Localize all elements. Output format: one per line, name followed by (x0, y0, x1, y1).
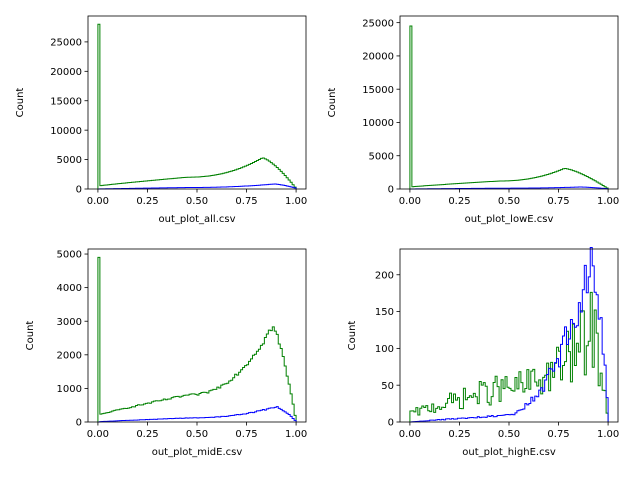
histogram-series-1 (97, 406, 297, 423)
x-tick-label: 0.25 (448, 429, 470, 440)
histogram-series-1 (97, 183, 297, 190)
x-tick-label: 0.00 (399, 429, 421, 440)
y-tick-label: 0 (388, 418, 394, 429)
y-tick-label: 10000 (362, 118, 394, 129)
y-tick-label: 25000 (50, 37, 82, 48)
x-tick-label: 0.50 (498, 196, 520, 207)
histogram-series-0 (409, 25, 609, 189)
x-axis-label: out_plot_highE.csv (462, 447, 556, 458)
x-tick-label: 0.25 (136, 196, 158, 207)
subplot-highE: 0.00 0.25 0.50 0.75 1.00 0 50 100 150 200 out_plot… (347, 246, 619, 458)
subplot-all: 0.00 0.25 0.50 0.75 1.00 0 5000 10000 15000 20000… (15, 15, 307, 225)
histogram-series-0 (97, 256, 297, 422)
y-tick-label: 10000 (50, 126, 82, 137)
subplot-midE: 0.00 0.25 0.50 0.75 1.00 0 1000 2000 3000 4000 500… (25, 248, 307, 458)
x-tick-label: 1.00 (597, 196, 619, 207)
y-tick-label: 0 (76, 185, 82, 196)
x-tick-label: 0.75 (547, 196, 569, 207)
x-axis-label: out_plot_lowE.csv (465, 214, 554, 225)
histogram-series-0 (97, 23, 297, 189)
y-axis-label: Count (347, 321, 358, 351)
histogram-series-1 (409, 246, 609, 423)
y-tick-label: 100 (375, 344, 394, 355)
histogram-series-0 (409, 291, 609, 422)
x-tick-label: 0.25 (136, 429, 158, 440)
y-tick-label: 20000 (50, 67, 82, 78)
x-tick-label: 0.00 (87, 429, 109, 440)
y-tick-label: 50 (381, 381, 394, 392)
x-axis-label: out_plot_midE.csv (152, 447, 243, 458)
y-tick-label: 5000 (57, 155, 82, 166)
x-tick-label: 0.75 (235, 429, 257, 440)
x-tick-label: 0.50 (498, 429, 520, 440)
x-tick-label: 0.25 (448, 196, 470, 207)
y-tick-label: 0 (388, 185, 394, 196)
y-tick-label: 20000 (362, 52, 394, 63)
y-tick-label: 0 (76, 418, 82, 429)
x-tick-label: 1.00 (597, 429, 619, 440)
y-tick-label: 150 (375, 307, 394, 318)
y-tick-label: 5000 (369, 151, 394, 162)
y-axis-label: Count (327, 88, 338, 118)
x-tick-label: 0.50 (186, 429, 208, 440)
y-tick-label: 25000 (362, 18, 394, 29)
x-tick-label: 0.00 (87, 196, 109, 207)
x-tick-label: 1.00 (285, 196, 307, 207)
y-tick-label: 5000 (57, 250, 82, 261)
x-tick-label: 0.00 (399, 196, 421, 207)
y-tick-label: 200 (375, 270, 394, 281)
x-axis-label: out_plot_all.csv (158, 214, 235, 225)
y-tick-label: 15000 (362, 85, 394, 96)
y-tick-label: 1000 (57, 384, 82, 395)
x-tick-label: 1.00 (285, 429, 307, 440)
y-tick-label: 15000 (50, 96, 82, 107)
x-tick-label: 0.75 (547, 429, 569, 440)
y-tick-label: 3000 (57, 317, 82, 328)
x-tick-label: 0.75 (235, 196, 257, 207)
y-tick-label: 2000 (57, 350, 82, 361)
y-axis-label: Count (25, 321, 36, 351)
x-tick-label: 0.50 (186, 196, 208, 207)
subplot-lowE: 0.00 0.25 0.50 0.75 1.00 0 5000 10000 15000 20000… (327, 15, 619, 225)
y-axis-label: Count (15, 88, 26, 118)
y-tick-label: 4000 (57, 283, 82, 294)
